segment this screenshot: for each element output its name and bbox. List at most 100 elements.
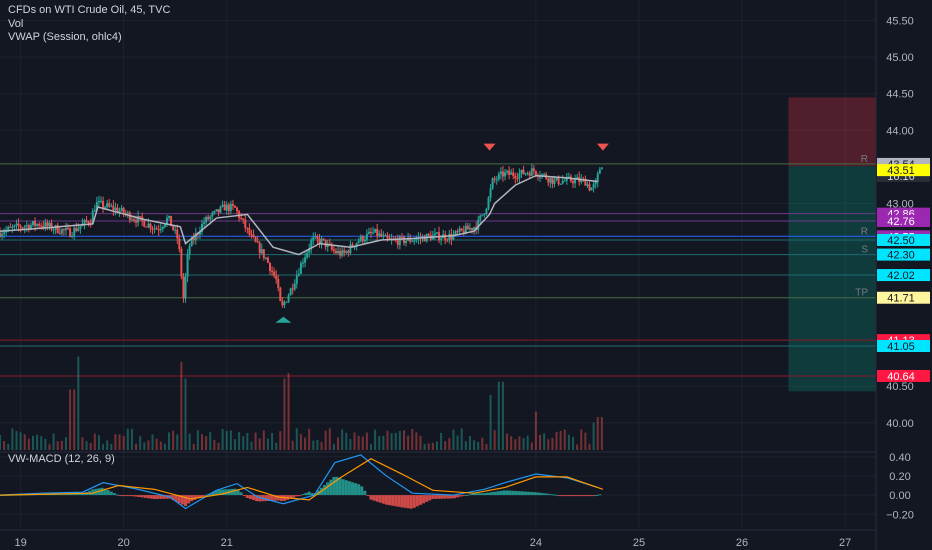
- candle-body: [495, 179, 498, 181]
- macd-histogram-bar: [452, 495, 456, 499]
- candle-body: [555, 177, 558, 180]
- macd-histogram-bar: [542, 493, 546, 496]
- volume-bar: [254, 432, 257, 450]
- macd-histogram-bar: [363, 490, 367, 496]
- volume-legend[interactable]: Vol: [8, 18, 23, 30]
- macd-legend[interactable]: VW-MACD (12, 26, 9): [8, 453, 115, 465]
- candle-body: [316, 236, 319, 239]
- candle-body: [161, 226, 164, 229]
- volume-bar: [497, 381, 500, 450]
- candle-body: [351, 244, 354, 248]
- macd-histogram-bar: [307, 491, 311, 496]
- volume-bar: [493, 430, 496, 450]
- candle-body: [130, 219, 133, 221]
- macd-histogram-bar: [378, 495, 382, 503]
- vwap-legend[interactable]: VWAP (Session, ohlc4): [8, 31, 122, 43]
- volume-bar: [36, 434, 39, 450]
- macd-histogram-bar: [388, 495, 392, 506]
- candle-body: [48, 222, 51, 227]
- volume-bar: [394, 432, 397, 450]
- volume-bar: [534, 411, 537, 450]
- symbol-legend[interactable]: CFDs on WTI Crude Oil, 45, TVC: [8, 4, 170, 16]
- macd-tick-label: −0.20: [886, 509, 914, 521]
- candle-body: [487, 197, 490, 209]
- volume-bar: [238, 432, 241, 450]
- candle-body: [163, 224, 166, 227]
- time-axis[interactable]: 19 20 21 24 25 26 27: [14, 537, 851, 549]
- candle-body: [353, 246, 356, 248]
- candle-body: [446, 239, 449, 241]
- macd-histogram-bar: [403, 495, 407, 508]
- candle-body: [481, 214, 484, 216]
- volume-bar: [477, 441, 480, 450]
- candle-body: [87, 221, 90, 224]
- macd-histogram-bar: [109, 491, 113, 496]
- macd-histogram-bar: [221, 489, 225, 496]
- candle-body: [91, 211, 94, 224]
- candle-body: [318, 238, 321, 244]
- candle-body: [584, 178, 587, 186]
- volume-bar: [271, 432, 274, 450]
- candle-body: [79, 226, 82, 229]
- macd-histogram-bar: [165, 495, 169, 499]
- candle-body: [44, 222, 47, 228]
- macd-histogram-bar: [63, 493, 67, 496]
- candle-body: [139, 216, 142, 218]
- candle-body: [178, 238, 181, 250]
- volume-bar: [151, 434, 154, 450]
- candle-body: [56, 225, 59, 233]
- volume-bar: [444, 441, 447, 450]
- candle-body: [229, 203, 232, 211]
- volume-bar: [56, 441, 59, 450]
- candle-body: [464, 225, 467, 234]
- candle-body: [547, 178, 550, 183]
- volume-bar: [365, 432, 368, 450]
- candle-body: [211, 213, 214, 217]
- candle-body: [503, 172, 506, 177]
- volume-bar: [143, 442, 146, 450]
- macd-histogram-bar: [301, 494, 305, 496]
- macd-histogram-bar: [350, 482, 354, 496]
- candle-body: [149, 223, 152, 229]
- candle-body: [485, 208, 488, 214]
- volume-bars: [0, 356, 603, 450]
- macd-histogram-bar: [177, 495, 181, 504]
- volume-bar: [592, 422, 595, 450]
- volume-bar: [102, 444, 105, 450]
- candle-body: [580, 178, 583, 182]
- macd-histogram-bar: [184, 495, 188, 507]
- price-level-label: 42.76: [887, 216, 915, 228]
- volume-bar: [572, 436, 575, 450]
- time-tick-label: 26: [736, 537, 748, 549]
- candle-body: [182, 276, 185, 299]
- candle-body: [258, 242, 261, 254]
- candle-body: [343, 250, 346, 253]
- volume-bar: [126, 428, 129, 450]
- candle-body: [435, 232, 438, 234]
- candle-body: [21, 227, 24, 229]
- candle-body: [120, 207, 123, 211]
- candle-body: [200, 223, 203, 232]
- candle-body: [9, 226, 12, 228]
- macd-histogram-bar: [477, 493, 481, 496]
- candle-body: [42, 225, 45, 228]
- macd-histogram-bar: [78, 493, 82, 496]
- macd-histogram-bar: [434, 495, 438, 499]
- volume-bar: [139, 436, 142, 450]
- macd-histogram-bar: [598, 494, 602, 496]
- macd-histogram-bar: [258, 495, 262, 502]
- macd-histogram-bar: [425, 495, 429, 502]
- candle-body: [561, 180, 564, 184]
- macd-histogram-bar: [409, 495, 413, 509]
- candle-body: [1, 234, 4, 237]
- macd-histogram-bar: [391, 495, 395, 506]
- macd-histogram-bar: [252, 495, 256, 501]
- volume-bar: [180, 362, 183, 450]
- candle-body: [291, 288, 294, 290]
- macd-histogram-bar: [146, 495, 150, 499]
- price-axis[interactable]: 45.50 45.00 44.50 44.00 43.00 40.50 40.00 0.40 0…: [875, 0, 932, 550]
- macd-histogram-bar: [536, 492, 540, 496]
- price-level-label: 41.71: [887, 293, 915, 305]
- candle-body: [405, 240, 408, 244]
